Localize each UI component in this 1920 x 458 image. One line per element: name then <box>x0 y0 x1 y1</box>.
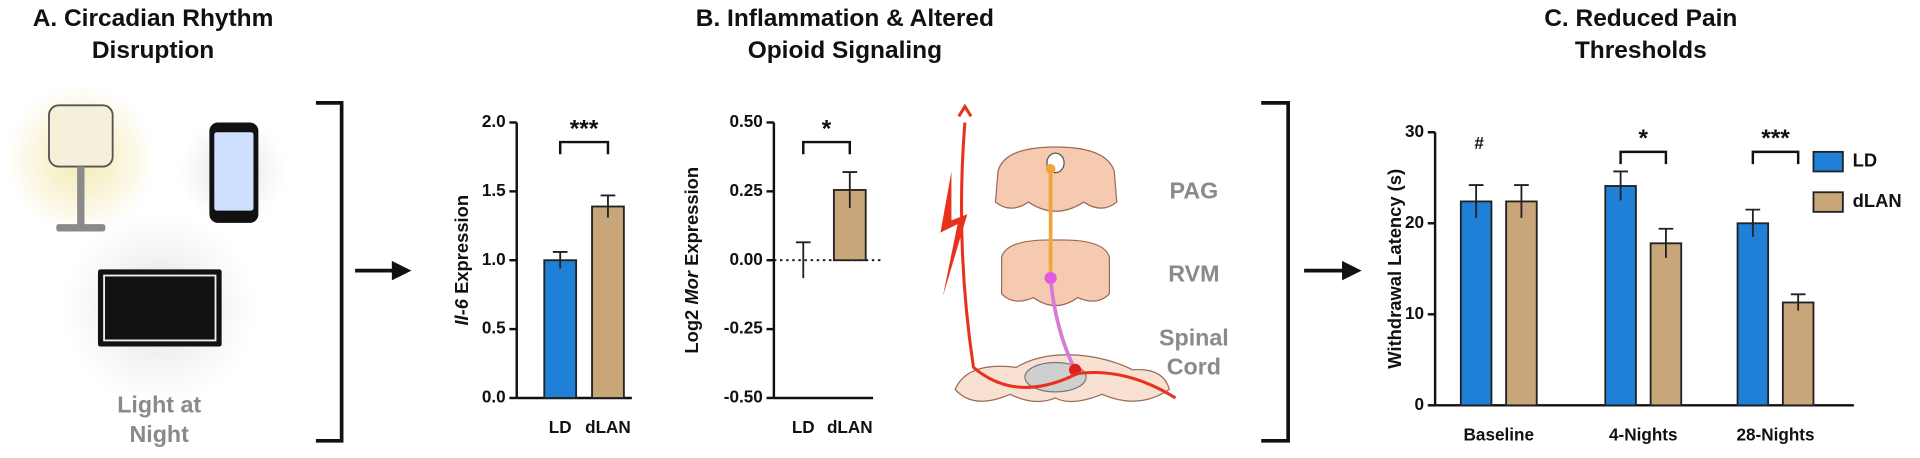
error-bar <box>842 171 858 208</box>
bar <box>1505 200 1538 407</box>
annotation: # <box>1474 133 1484 153</box>
y-tick-label: 30 <box>1405 121 1424 141</box>
y-tick-label: -0.50 <box>724 387 763 407</box>
y-axis-label-part: Expression <box>681 167 702 271</box>
y-axis-label-part: Il-6 <box>451 298 472 325</box>
error-bar <box>1613 170 1628 201</box>
y-tick-label: 20 <box>1405 212 1424 232</box>
light-sources <box>4 83 288 407</box>
significance-bracket <box>1619 150 1668 165</box>
x-tick-label: 4-Nights <box>1609 424 1678 444</box>
x-tick-label: dLAN <box>585 417 631 437</box>
y-axis-label-part: Log2 <box>681 305 702 354</box>
y-axis-label-part: Expression <box>451 195 472 299</box>
panel-title: Thresholds <box>1575 37 1707 64</box>
error-bar <box>600 194 616 218</box>
bar <box>1736 222 1770 407</box>
significance-label: * <box>1638 125 1648 152</box>
bar <box>591 205 625 399</box>
error-bar <box>1745 208 1761 237</box>
y-axis-label: Withdrawal Latency (s) <box>1384 169 1405 369</box>
error-bar <box>552 251 568 269</box>
significance-label: * <box>822 115 832 142</box>
y-tick-label: -0.25 <box>724 318 764 338</box>
region-label: Cord <box>1167 354 1221 380</box>
arrow-head <box>391 260 412 281</box>
y-tick-label: 0.0 <box>482 387 506 407</box>
error-bar <box>1658 227 1674 258</box>
region-label: RVM <box>1168 261 1219 287</box>
arrow-head <box>1342 260 1362 281</box>
x-tick-label: LD <box>549 417 572 437</box>
x-tick-label: 28-Nights <box>1736 424 1814 444</box>
y-tick-label: 1.0 <box>482 249 506 269</box>
y-axis-label: Il-6 Expression <box>451 195 472 326</box>
legend-label: dLAN <box>1853 190 1902 211</box>
y-axis-label-part: Mor <box>681 270 702 305</box>
error-bar <box>1468 184 1484 218</box>
panel-title: Opioid Signaling <box>748 37 942 64</box>
bar <box>1604 185 1637 407</box>
panel-title: C. Reduced Pain <box>1544 5 1737 32</box>
bar <box>1649 242 1683 407</box>
x-tick-label: Baseline <box>1464 424 1534 444</box>
error-bar <box>1514 184 1529 218</box>
region-label: PAG <box>1170 177 1219 203</box>
bracket <box>315 101 344 443</box>
region-label: Spinal <box>1159 324 1229 350</box>
significance-label: *** <box>1761 125 1790 152</box>
significance-bracket <box>802 140 852 155</box>
y-tick-label: 10 <box>1405 303 1424 323</box>
bar <box>1459 200 1493 407</box>
error-bar <box>1790 293 1806 311</box>
legend-swatch <box>1812 150 1844 173</box>
error-bar <box>795 241 811 279</box>
bar <box>543 259 578 399</box>
illustration-label: Night <box>129 421 189 447</box>
y-tick-label: 2.0 <box>482 111 506 131</box>
significance-label: *** <box>570 115 599 142</box>
y-axis-label: Log2 Mor Expression <box>681 167 702 354</box>
y-tick-label: 0.25 <box>730 180 764 200</box>
bracket <box>1261 101 1290 443</box>
y-tick-label: 0.00 <box>730 249 763 269</box>
x-tick-label: LD <box>792 417 815 437</box>
panel-title: B. Inflammation & Altered <box>696 5 994 32</box>
illustration-label: Light at <box>117 392 201 418</box>
significance-bracket <box>1751 150 1800 165</box>
panel-title: Disruption <box>92 37 214 64</box>
x-tick-label: dLAN <box>827 417 873 437</box>
significance-bracket <box>558 140 610 155</box>
y-tick-label: 0.50 <box>730 111 763 131</box>
pain-pathway <box>940 103 1177 403</box>
legend-label: LD <box>1853 149 1877 170</box>
y-tick-label: 0 <box>1415 394 1425 414</box>
y-tick-label: 0.5 <box>482 318 506 338</box>
bar <box>1781 301 1815 407</box>
panel-title: A. Circadian Rhythm <box>33 5 274 32</box>
legend-swatch <box>1812 191 1844 213</box>
y-tick-label: 1.5 <box>482 180 506 200</box>
